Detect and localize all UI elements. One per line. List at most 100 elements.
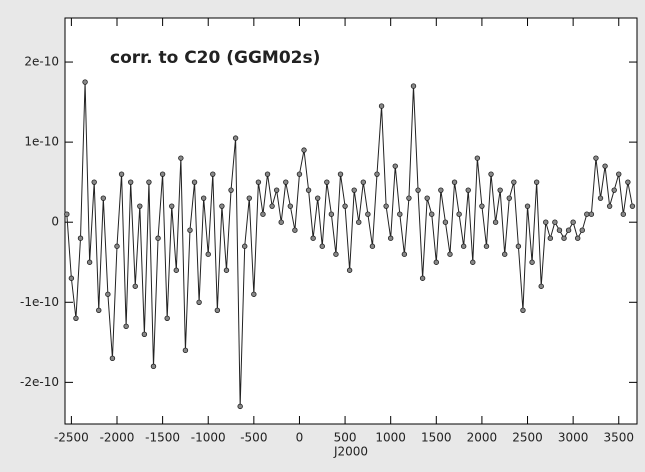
data-point: [301, 147, 307, 153]
data-point: [378, 103, 385, 109]
data-point: [606, 203, 613, 209]
data-point: [223, 267, 230, 273]
data-point: [64, 211, 70, 217]
x-tick-label: -2000: [100, 431, 135, 445]
data-point: [273, 187, 280, 193]
data-point: [365, 211, 371, 217]
data-point: [415, 187, 421, 193]
data-point: [533, 179, 540, 185]
y-tick-label: 1e-10: [24, 135, 59, 149]
data-point: [105, 291, 111, 297]
data-point: [579, 227, 585, 233]
data-point: [597, 195, 604, 201]
x-tick-label: -2500: [54, 431, 89, 445]
y-tick-label: -2e-10: [20, 375, 59, 389]
x-axis-label: J2000: [333, 445, 368, 459]
data-point: [255, 179, 262, 185]
data-point: [77, 235, 84, 241]
data-point: [337, 171, 344, 177]
data-point: [529, 259, 535, 265]
data-point: [410, 83, 417, 89]
data-point: [114, 243, 120, 249]
data-point: [210, 171, 216, 177]
data-point: [96, 307, 102, 313]
data-point: [146, 179, 152, 185]
data-point: [511, 179, 517, 185]
data-point: [570, 219, 576, 225]
data-point: [159, 171, 166, 177]
data-point: [429, 211, 435, 217]
data-point: [515, 243, 522, 249]
data-point: [109, 355, 116, 362]
data-point: [173, 267, 179, 273]
x-tick-label: 1500: [421, 431, 452, 445]
data-point: [538, 283, 544, 289]
data-point: [369, 243, 376, 249]
data-point: [237, 403, 243, 410]
data-point: [169, 203, 175, 209]
data-point: [433, 259, 439, 265]
data-point: [132, 283, 138, 289]
data-point: [310, 235, 316, 241]
data-point: [187, 227, 193, 233]
data-point: [438, 187, 444, 193]
data-point: [520, 307, 526, 313]
data-point: [492, 219, 499, 225]
plot-area: [64, 17, 638, 425]
x-tick-label: 500: [334, 431, 357, 445]
data-point: [205, 251, 211, 257]
data-point: [524, 203, 531, 209]
data-point: [182, 347, 189, 354]
data-point: [292, 227, 298, 233]
data-point: [196, 299, 202, 305]
data-point: [269, 203, 275, 209]
data-point: [137, 203, 143, 209]
x-tick-label: -500: [240, 431, 267, 445]
data-point: [91, 179, 97, 185]
data-point: [68, 275, 75, 281]
data-point: [73, 315, 79, 321]
data-point: [246, 195, 252, 201]
data-point: [383, 203, 389, 209]
data-point: [264, 171, 271, 177]
x-tick-label: 1000: [375, 431, 406, 445]
x-tick-label: 3500: [603, 431, 634, 445]
data-point: [419, 275, 426, 281]
data-point: [228, 187, 234, 193]
data-point: [86, 259, 93, 265]
data-point: [305, 187, 312, 193]
data-point: [593, 155, 599, 161]
chart-title: corr. to C20 (GGM02s): [110, 48, 320, 68]
data-point: [214, 307, 221, 313]
data-point: [356, 219, 362, 225]
data-point: [127, 179, 134, 185]
data-point: [483, 243, 490, 249]
data-point: [200, 195, 207, 201]
data-point: [588, 211, 595, 217]
data-point: [324, 179, 330, 185]
x-tick-label: 2500: [512, 431, 543, 445]
data-point: [150, 363, 157, 370]
data-point: [100, 195, 107, 201]
data-point: [219, 203, 225, 209]
data-point: [424, 195, 430, 201]
data-point: [397, 211, 403, 217]
data-point: [497, 187, 503, 193]
y-tick-label: 2e-10: [24, 55, 59, 69]
y-tick-label: -1e-10: [20, 295, 59, 309]
data-point: [406, 195, 412, 201]
data-point: [315, 195, 321, 201]
x-tick-label: -1000: [191, 431, 226, 445]
data-point: [479, 203, 485, 209]
data-point: [565, 227, 572, 233]
data-point: [296, 171, 303, 177]
data-point: [346, 267, 353, 273]
y-tick-label: 0: [51, 215, 59, 229]
data-point: [460, 243, 467, 249]
data-point: [488, 171, 494, 177]
data-point: [278, 219, 284, 225]
data-point: [502, 251, 508, 257]
data-point: [287, 203, 294, 209]
x-tick-label: 0: [296, 431, 304, 445]
data-point: [141, 331, 148, 338]
